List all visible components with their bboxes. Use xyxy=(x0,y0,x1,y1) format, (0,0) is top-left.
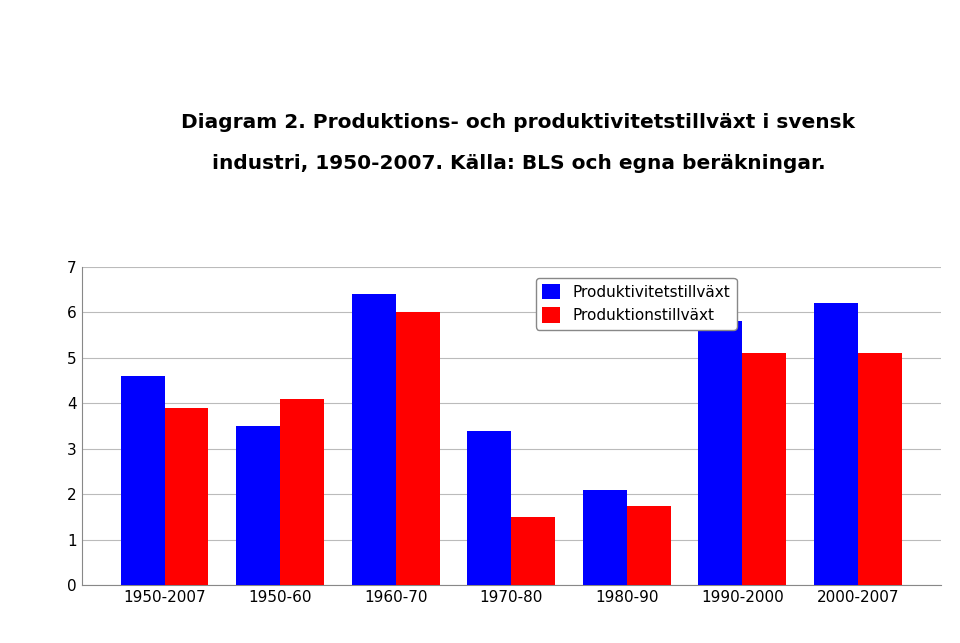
Text: Diagram 2. Produktions- och produktivitetstillväxt i svensk: Diagram 2. Produktions- och produktivite… xyxy=(181,113,855,132)
Bar xyxy=(742,353,786,585)
Legend: Produktivitetstillväxt, Produktionstillväxt: Produktivitetstillväxt, Produktionstillv… xyxy=(536,278,736,329)
Bar xyxy=(396,312,440,585)
Bar xyxy=(351,294,396,585)
Bar xyxy=(236,426,280,585)
Bar xyxy=(468,431,511,585)
Bar xyxy=(121,376,164,585)
Bar xyxy=(858,353,901,585)
Bar xyxy=(583,490,627,585)
Bar xyxy=(511,517,555,585)
Bar xyxy=(814,303,858,585)
Text: industri, 1950-2007. Källa: BLS och egna beräkningar.: industri, 1950-2007. Källa: BLS och egna… xyxy=(211,154,826,174)
Bar xyxy=(164,408,208,585)
Bar xyxy=(698,322,742,585)
Bar xyxy=(280,399,324,585)
Text: UNIONEN: UNIONEN xyxy=(742,28,931,62)
Bar xyxy=(627,505,671,585)
